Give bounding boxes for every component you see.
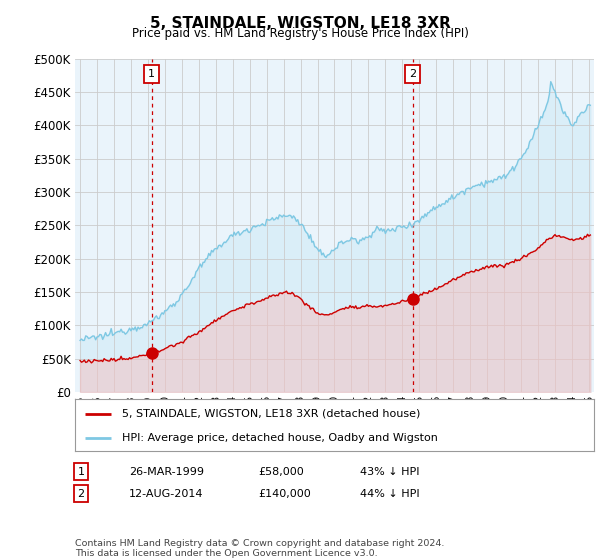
Text: £58,000: £58,000 <box>258 466 304 477</box>
Text: Contains HM Land Registry data © Crown copyright and database right 2024.
This d: Contains HM Land Registry data © Crown c… <box>75 539 445 558</box>
Text: Price paid vs. HM Land Registry's House Price Index (HPI): Price paid vs. HM Land Registry's House … <box>131 27 469 40</box>
Text: 2: 2 <box>77 489 85 499</box>
Text: HPI: Average price, detached house, Oadby and Wigston: HPI: Average price, detached house, Oadb… <box>122 433 437 443</box>
Text: 12-AUG-2014: 12-AUG-2014 <box>129 489 203 499</box>
Text: 1: 1 <box>148 69 155 79</box>
Text: 26-MAR-1999: 26-MAR-1999 <box>129 466 204 477</box>
Text: 2: 2 <box>409 69 416 79</box>
Text: 44% ↓ HPI: 44% ↓ HPI <box>360 489 419 499</box>
Text: £140,000: £140,000 <box>258 489 311 499</box>
Text: 1: 1 <box>77 466 85 477</box>
Text: 5, STAINDALE, WIGSTON, LE18 3XR (detached house): 5, STAINDALE, WIGSTON, LE18 3XR (detache… <box>122 409 420 419</box>
Text: 43% ↓ HPI: 43% ↓ HPI <box>360 466 419 477</box>
Text: 5, STAINDALE, WIGSTON, LE18 3XR: 5, STAINDALE, WIGSTON, LE18 3XR <box>149 16 451 31</box>
